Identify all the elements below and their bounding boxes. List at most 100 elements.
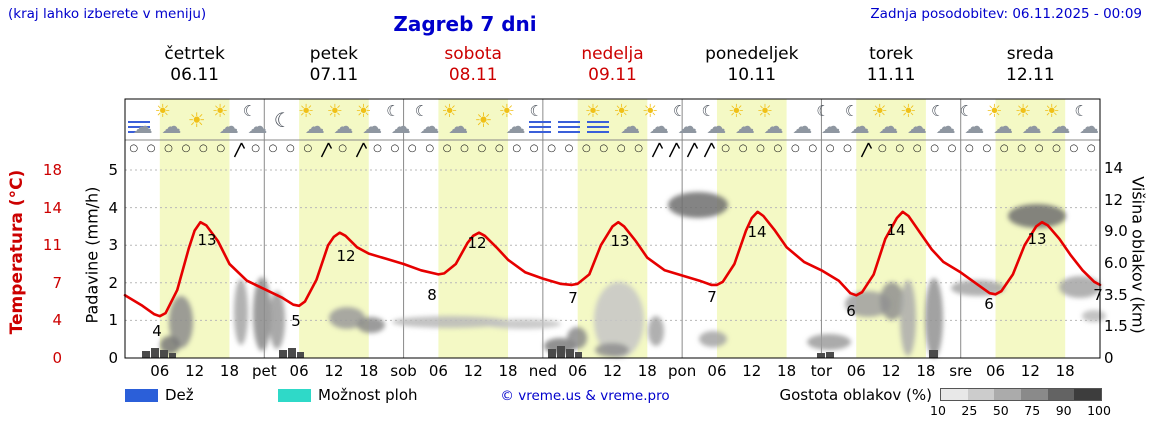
x-hour-label: 18 (916, 362, 936, 380)
credit-link[interactable]: © vreme.us & vreme.pro (500, 388, 670, 404)
cloud-moon-icon: ☁ ☾ (1074, 102, 1099, 138)
wind-barb-marker (649, 141, 664, 163)
precip-tick: 4 (108, 198, 118, 217)
cloud-moon-icon: ☁ ☾ (844, 102, 870, 138)
cloud-sun-icon: ☁ ☀ (1043, 101, 1071, 138)
wind-calm-marker: ○ (965, 143, 974, 154)
wind-calm-marker: ○ (407, 143, 417, 154)
wind-calm-marker: ○ (825, 143, 835, 154)
day-header: četrtek 06.11 (120, 44, 270, 86)
day-name: sobota (444, 44, 502, 64)
wind-calm-marker: ○ (442, 143, 452, 154)
day-date: 06.11 (170, 65, 219, 85)
cloud-density-label: Gostota oblakov (%) (779, 386, 932, 404)
density-tick-label: 50 (992, 403, 1009, 418)
sun-icon: ☀ (474, 108, 493, 132)
precip-tick: 5 (108, 161, 118, 179)
cloud-height-tick: 6.0 (1104, 254, 1128, 272)
x-day-label: ned (528, 362, 557, 380)
last-update-label: Zadnja posodobitev: 06.11.2025 - 00:09 (870, 6, 1142, 22)
x-hour-label: 18 (637, 362, 657, 380)
weather-icons-row: ☁ ☁ ☀ ☀ ☀ ☁ ☾ ☁ ☾ ☁ ☀ ☀ ☁ ☁ ☀ ☾ ☁ ☁ ☾ ☁ ☀ ☀ ☁ ☀ ☾ ☀ ☀ ☁ ☁ ☀ ☾ ☁ ☁ ☾ ☁ ☀ ☁ ☀ ☁ ☾… (0, 100, 1152, 140)
wind-calm-marker: ○ (790, 143, 800, 154)
wind-barb-marker (231, 141, 246, 163)
wind-calm-marker: ○ (146, 143, 156, 154)
precip-tick: 0 (108, 349, 118, 367)
moon-icon: ☾ (273, 108, 292, 132)
wind-calm-marker: ○ (512, 143, 522, 154)
cloud-sun-icon: ☁ ☀ (756, 101, 784, 138)
moon-cloud-icon: ☾ ☁ (959, 102, 985, 138)
cloud-moon-icon: ☁ ☾ (930, 102, 956, 138)
temperature-tick: 18 (42, 161, 62, 179)
fog-icon (555, 100, 584, 140)
cloud-height-tick: 1.5 (1104, 317, 1128, 336)
rain-label: Dež (165, 386, 194, 404)
temperature-tick: 0 (52, 349, 62, 367)
sun-cloud-icon: ☀ ☁ (212, 101, 239, 138)
showers-swatch (278, 389, 311, 402)
temp-value-label: 13 (610, 232, 630, 250)
wind-calm-marker: ○ (564, 143, 574, 154)
temperature-tick: 4 (52, 311, 62, 330)
cloud-density-scale (940, 388, 1102, 401)
wind-calm-marker: ○ (338, 143, 347, 154)
day-header: petek 07.11 (259, 44, 409, 86)
density-tick-label: 25 (961, 403, 978, 418)
cloud-sun-icon: ☁ ☀ (355, 101, 383, 138)
wind-barb-marker (353, 141, 368, 163)
density-segment (941, 389, 968, 400)
cloud-sun-icon: ☁ ☀ (298, 101, 325, 138)
x-day-label: sre (949, 362, 973, 380)
density-segment (1021, 389, 1048, 400)
day-date: 07.11 (309, 65, 359, 85)
x-hour-label: 12 (463, 362, 483, 380)
x-hour-label: 06 (707, 362, 727, 380)
wind-calm-marker: ○ (181, 143, 191, 154)
wind-calm-marker: ○ (738, 143, 748, 154)
x-hour-label: 12 (742, 362, 762, 380)
temp-value-label: 14 (747, 223, 767, 241)
density-tick-label: 90 (1055, 403, 1072, 418)
x-hour-label: 06 (846, 362, 866, 380)
cloud-sun-icon: ☁ ☀ (441, 101, 469, 138)
wind-calm-marker: ○ (721, 143, 731, 154)
x-hour-label: 12 (881, 362, 901, 380)
cloud-height-tick: 9.0 (1104, 222, 1128, 241)
wind-calm-marker: ○ (947, 143, 957, 154)
page-title: Zagreb 7 dni (393, 12, 537, 36)
wind-calm-marker: ○ (529, 143, 539, 154)
moon-cloud-icon: ☾ ☁ (386, 102, 411, 138)
temp-value-label: 6 (984, 295, 994, 313)
cloud-height-tick: 0 (1104, 349, 1114, 367)
showers-label: Možnost ploh (318, 386, 418, 404)
x-hour-label: 06 (985, 362, 1006, 380)
day-date: 12.11 (1006, 65, 1055, 85)
precip-tick: 1 (108, 311, 118, 330)
temp-value-label: 7 (1093, 286, 1103, 304)
x-day-label: pet (251, 362, 277, 380)
wind-calm-marker: ○ (494, 143, 504, 154)
x-hour-label: 12 (324, 362, 344, 380)
wind-calm-marker: ○ (982, 143, 992, 154)
x-hour-label: 18 (777, 362, 797, 380)
x-day-label: tor (810, 362, 833, 380)
precip-tick: 2 (108, 273, 118, 292)
wind-calm-marker: ○ (1069, 143, 1079, 154)
wind-calm-marker: ○ (1017, 143, 1027, 154)
density-tick-label: 100 (1087, 403, 1111, 418)
menu-hint: (kraj lahko izberete v meniju) (8, 6, 207, 22)
cloud-height-tick: 3.5 (1104, 285, 1128, 304)
day-name: sreda (1006, 44, 1054, 64)
temp-value-label: 4 (152, 322, 162, 340)
day-header: torek 11.11 (816, 44, 966, 86)
temperature-tick: 7 (52, 273, 62, 292)
temperature-tick: 11 (42, 236, 62, 255)
wind-calm-marker: ○ (1034, 143, 1044, 154)
wind-barb-marker (684, 141, 698, 163)
temp-value-label: 5 (291, 312, 301, 330)
wind-calm-marker: ○ (251, 143, 260, 154)
x-hour-label: 06 (150, 362, 170, 380)
day-date: 11.11 (866, 65, 916, 85)
